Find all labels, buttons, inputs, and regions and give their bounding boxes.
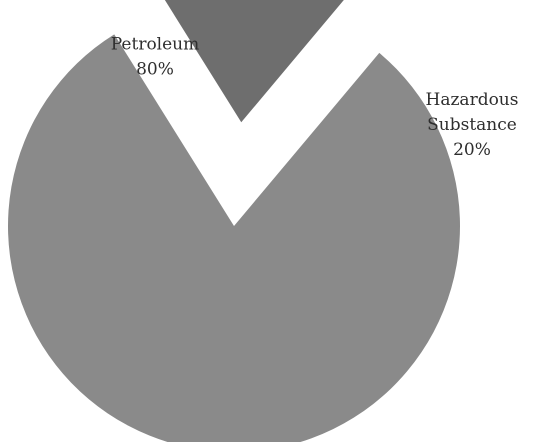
pie-slice-petroleum (8, 34, 460, 442)
pie-slices (8, 0, 460, 442)
pie-labels: Petroleum 80% Hazardous Substance 20% (111, 35, 519, 161)
pie-name-label: Petroleum (111, 35, 200, 55)
pie-slice-hazardous-substance (164, 0, 344, 123)
pie-name-label: Hazardous (426, 90, 519, 110)
pie-label-hazardous-substance: Hazardous Substance 20% (426, 90, 519, 160)
pie-name-label: Substance (427, 115, 517, 135)
pie-value-label: 20% (453, 140, 491, 160)
pie-value-label: 80% (136, 60, 174, 80)
pie-label-petroleum: Petroleum 80% (111, 35, 200, 80)
